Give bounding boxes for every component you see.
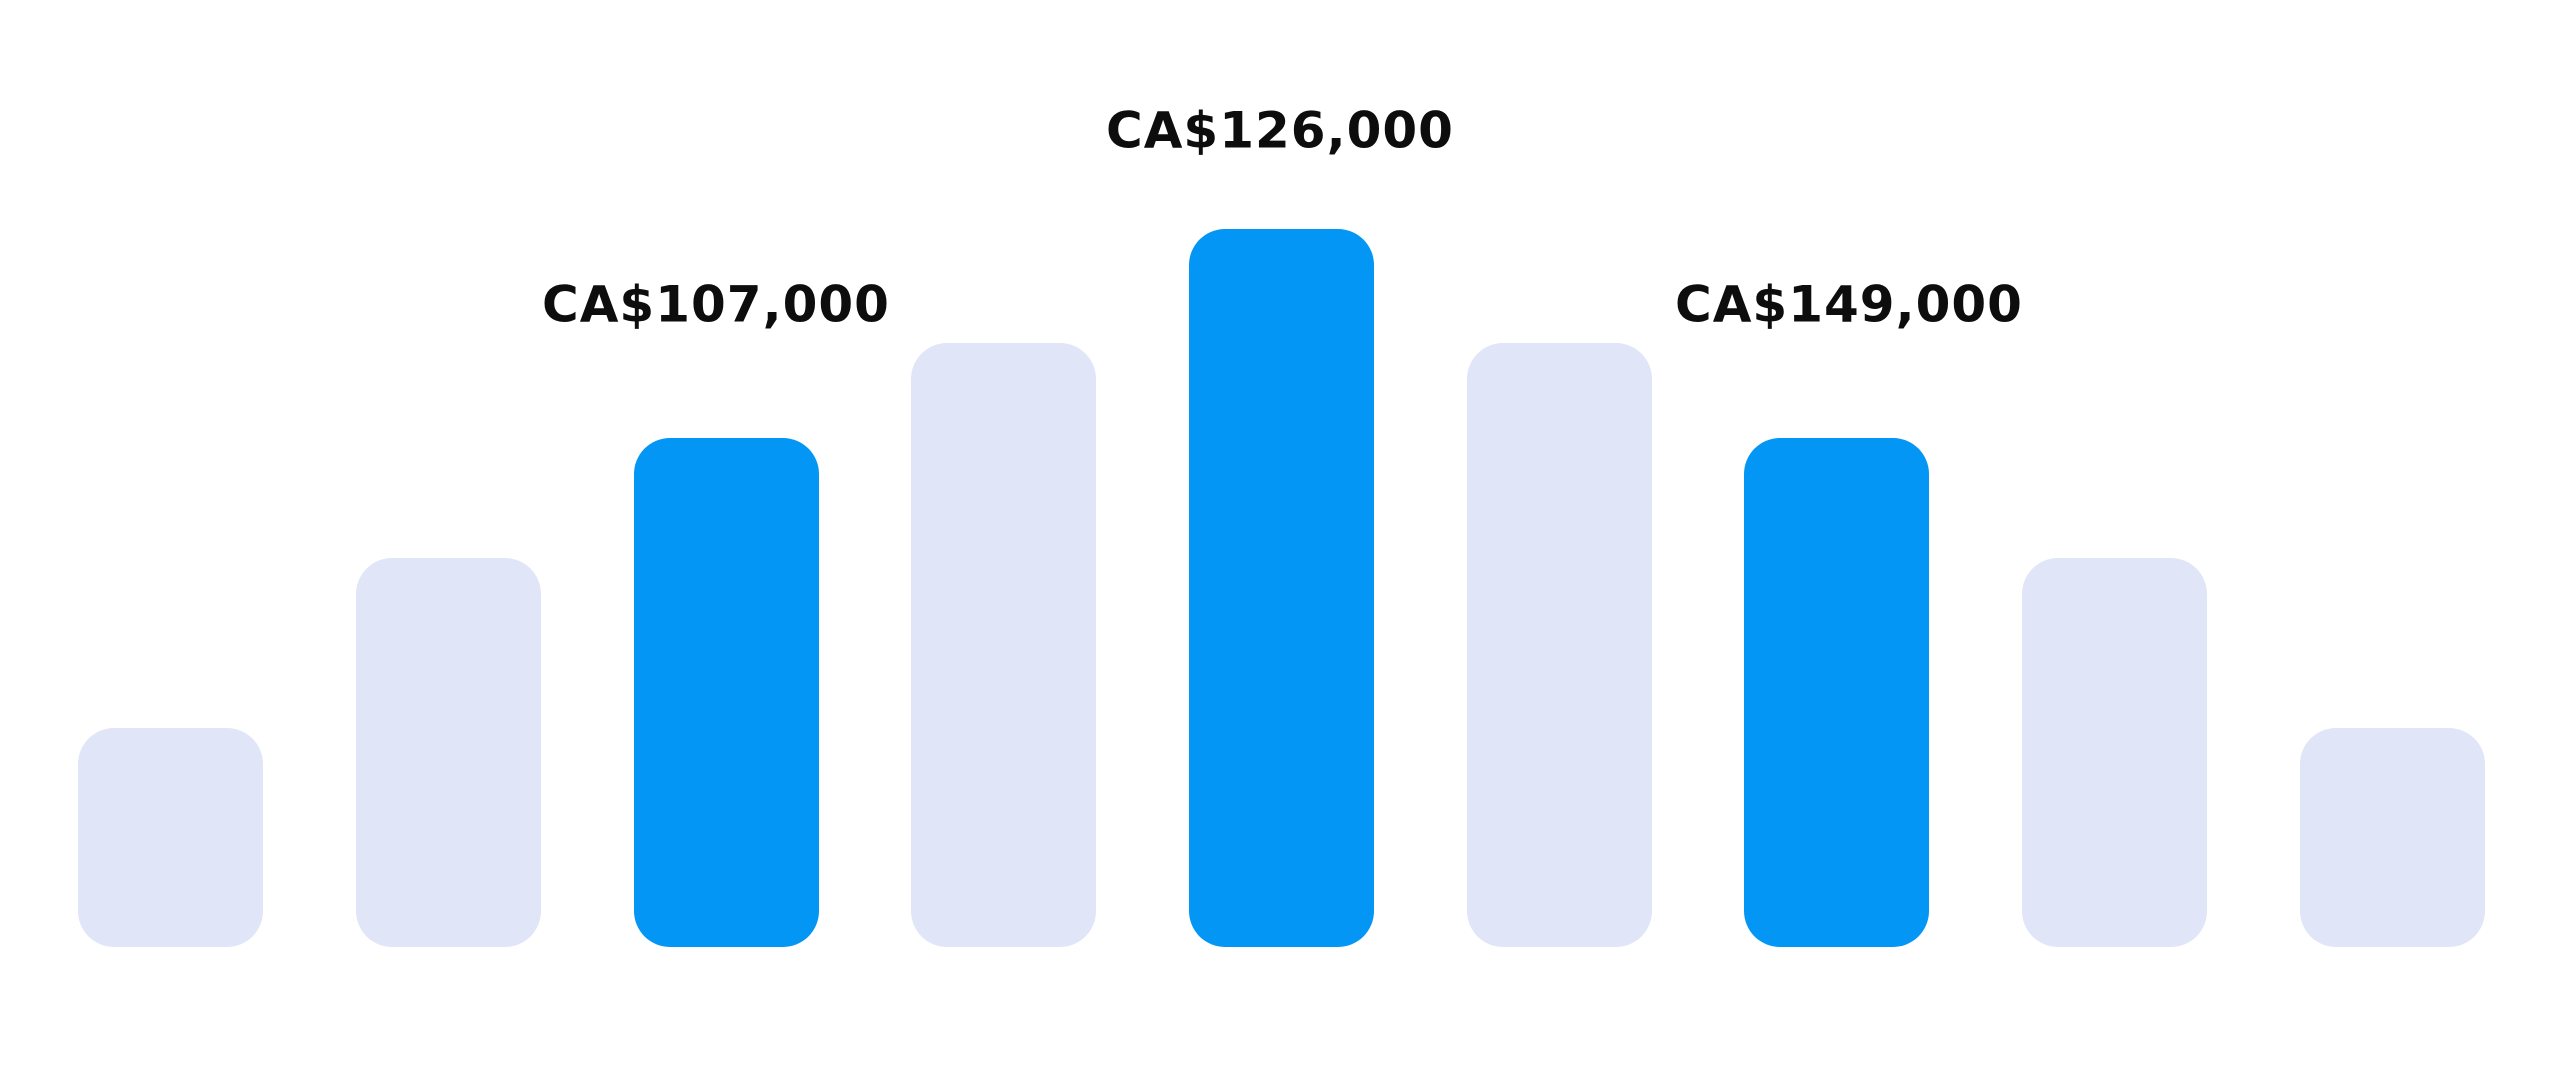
bar-highlight [1189,229,1374,947]
bar [911,343,1096,947]
bar-highlight [634,438,819,947]
bar-highlight [1744,438,1929,947]
bar [78,728,263,947]
bar [1467,343,1652,947]
bar [2022,558,2207,947]
bar [356,558,541,947]
bar [2300,728,2485,947]
price-label: CA$126,000 [1106,102,1454,160]
price-label: CA$107,000 [542,276,890,334]
price-label: CA$149,000 [1675,276,2023,334]
